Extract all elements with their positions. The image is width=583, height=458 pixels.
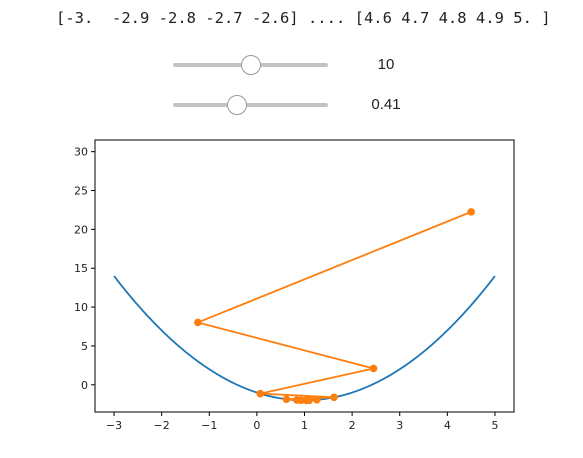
y-tick-label: 0 xyxy=(81,379,88,392)
learning-rate-slider-widget: learning_rate 0.41 xyxy=(0,93,420,117)
x-tick-label: 0 xyxy=(253,419,260,432)
y-tick-label: 5 xyxy=(81,340,88,353)
descent-step-point xyxy=(302,396,311,405)
y-tick-label: 25 xyxy=(74,185,88,198)
descent-step-point xyxy=(282,395,291,404)
x-tick-label: −2 xyxy=(154,419,170,432)
learning-rate-value: 0.41 xyxy=(371,96,401,113)
y-tick-label: 30 xyxy=(74,146,88,159)
array-output-text: [-3. -2.9 -2.8 -2.7 -2.6] .... [4.6 4.7 … xyxy=(56,9,551,27)
descent-step-point xyxy=(313,395,321,404)
x-tick-label: 5 xyxy=(491,419,498,432)
x-tick-label: 4 xyxy=(444,419,451,432)
y-tick-label: 10 xyxy=(74,301,88,314)
learning-rate-slider-track[interactable] xyxy=(173,95,328,115)
y-tick-label: 20 xyxy=(74,223,88,236)
descent-path-line xyxy=(194,211,472,402)
learning-rate-slider-handle[interactable] xyxy=(226,95,247,115)
iterations-slider-handle[interactable] xyxy=(240,55,261,75)
x-tick-label: −1 xyxy=(201,419,217,432)
descent-step-point xyxy=(256,389,265,398)
y-tick-label: 15 xyxy=(74,262,88,275)
x-tick-label: 2 xyxy=(349,419,356,432)
loss-curve-line xyxy=(113,275,496,402)
iterations-value: 10 xyxy=(377,56,395,73)
descent-step-point xyxy=(194,318,202,327)
iterations-slider-track[interactable] xyxy=(173,55,328,75)
axes-frame xyxy=(94,139,515,413)
x-tick-label: 1 xyxy=(301,419,308,432)
descent-step-point xyxy=(369,364,378,373)
x-tick-label: −3 xyxy=(106,419,122,432)
descent-step-point xyxy=(297,396,305,405)
x-tick-label: 3 xyxy=(396,419,403,432)
descent-step-point xyxy=(467,208,475,216)
iterations-slider-widget: iterations 10 xyxy=(0,53,420,77)
descent-step-point xyxy=(330,393,338,402)
